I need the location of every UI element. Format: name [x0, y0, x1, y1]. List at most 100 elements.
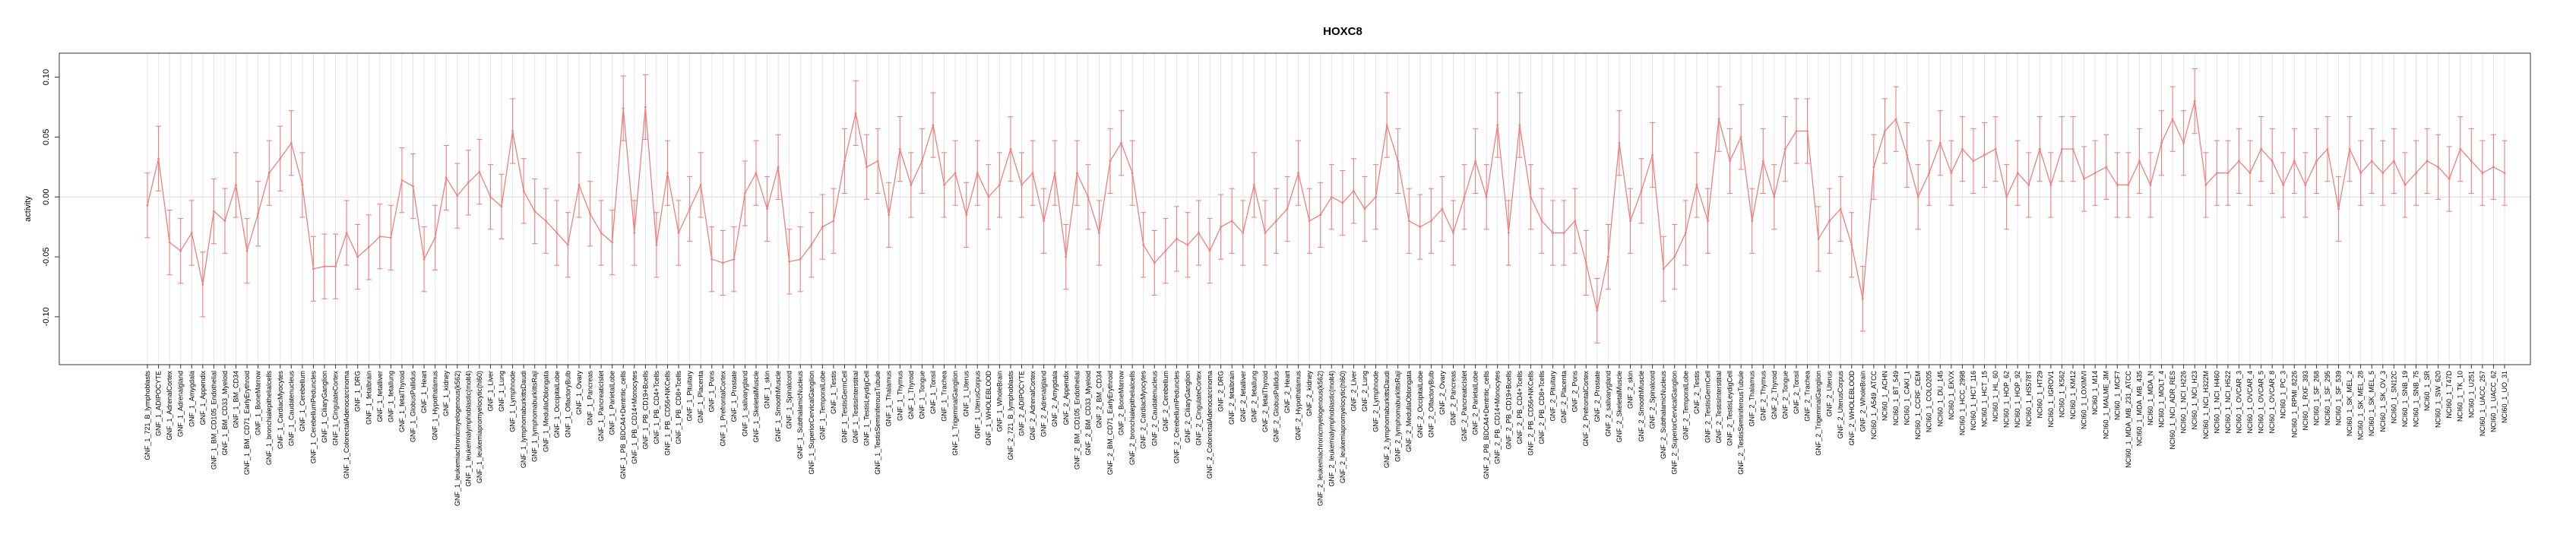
- x-tick-label: NCI60_1_UACC_257: [2479, 371, 2486, 436]
- x-tick-label: NCI60_1_PC_3: [2280, 371, 2287, 419]
- data-point: [1452, 232, 1454, 234]
- x-tick-label: NCI60_1_HOP_62: [2003, 371, 2011, 428]
- x-tick-label: GNF_1_Testis: [830, 371, 837, 415]
- data-point: [412, 185, 414, 188]
- data-point: [1230, 220, 1233, 223]
- data-point: [622, 107, 625, 109]
- data-point: [1530, 195, 1532, 198]
- x-tick-label: GNF_2_Prostate: [1593, 371, 1601, 422]
- data-point: [954, 172, 957, 175]
- data-point: [1872, 166, 1875, 169]
- data-point: [898, 147, 901, 150]
- data-point: [1031, 172, 1034, 175]
- data-point: [2171, 118, 2174, 121]
- x-tick-label: GNF_2_SuperiorCervicalGanglion: [1671, 371, 1679, 475]
- data-point: [1252, 184, 1255, 186]
- data-point: [699, 184, 702, 186]
- x-tick-label: GNF_2_721_B_lymphoblasts: [1007, 371, 1014, 460]
- data-point: [1186, 243, 1189, 246]
- data-point: [1861, 297, 1864, 300]
- data-point: [1773, 195, 1776, 198]
- data-point: [910, 184, 913, 186]
- data-point: [1142, 243, 1145, 246]
- data-point: [987, 195, 990, 198]
- x-tick-label: GNF_1_Thymus: [896, 371, 903, 422]
- x-tick-label: NCI60_1_NCI_H322M: [2202, 371, 2210, 439]
- x-tick-label: GNF_1_salivarygland: [741, 371, 748, 437]
- data-point: [1928, 172, 1931, 175]
- x-tick-label: GNF_1_CiliaryGanglion: [321, 371, 328, 443]
- data-point: [1275, 220, 1277, 223]
- data-point: [2193, 100, 2196, 103]
- data-point: [2238, 160, 2240, 163]
- x-tick-label: GNF_1_BM_CD33_Myeloid: [221, 371, 229, 456]
- x-tick-label: NCI60_1_M14: [2091, 371, 2099, 415]
- x-tick-label: NCI60_1_MDA_N: [2147, 371, 2154, 425]
- data-point: [2282, 184, 2285, 186]
- data-point: [1850, 243, 1853, 246]
- x-tick-label: GNF_2_TemporalLobe: [1682, 371, 1689, 440]
- x-tick-label: GNF_2_PB_BDCA4+Dentritic_cells: [1483, 371, 1490, 479]
- x-tick-label: GNF_2_OlfactoryBulb: [1427, 371, 1435, 438]
- x-tick-label: GNF_1_WHOLEBLOOD: [985, 371, 992, 446]
- x-tick-label: GNF_2_SmoothMuscle: [1638, 371, 1645, 442]
- x-tick-label: GNF_1_PB_CD56+NKCells: [663, 371, 671, 456]
- data-point: [567, 243, 569, 246]
- x-tick-label: GNF_2_PB_CD14+Monocytes: [1494, 371, 1502, 464]
- data-point: [511, 130, 514, 132]
- data-point: [2448, 178, 2451, 180]
- x-tick-label: GNF_2_leukemiapromyelocytic(hl60): [1339, 371, 1347, 483]
- data-point: [2492, 166, 2495, 169]
- data-point: [976, 172, 979, 175]
- data-point: [500, 205, 503, 208]
- x-tick-label: NCI60_1_CAKI_1: [1904, 371, 1911, 425]
- x-tick-label: GNF_2_salivarygland: [1604, 371, 1612, 437]
- data-point: [821, 226, 824, 229]
- x-tick-label: GNF_1_Pancreas: [587, 371, 594, 426]
- chart-title: HOXC8: [1323, 25, 1362, 38]
- x-tick-label: GNF_1_TemporalLobe: [818, 371, 826, 440]
- x-tick-label: GNF_1_fetalThyroid: [398, 371, 406, 432]
- x-tick-label: GNF_1_GlobusPallidus: [410, 371, 417, 443]
- x-tick-label: NCI60_1_SF_539: [2335, 371, 2343, 425]
- x-tick-label: NCI60_1_SNB_19: [2401, 371, 2409, 427]
- data-point: [788, 260, 791, 263]
- data-point: [2016, 172, 2019, 175]
- x-tick-label: GNF_1_MedullaOblongata: [542, 371, 549, 452]
- data-point: [356, 255, 359, 258]
- data-point: [1153, 261, 1156, 264]
- x-tick-label: GNF_2_skin: [1626, 371, 1634, 409]
- data-point: [1075, 172, 1078, 175]
- x-tick-label: NCI60_1_HT29: [2036, 371, 2043, 419]
- x-tick-label: GNF_2_OccipitalLobe: [1416, 371, 1424, 438]
- x-tick-label: GNF_1_Thalamus: [885, 371, 893, 427]
- data-point: [434, 236, 437, 239]
- x-tick-label: GNF_2_PB_CD19+Bcells: [1505, 371, 1512, 450]
- x-tick-label: GNF_2_kidney: [1305, 371, 1313, 417]
- data-point: [1198, 232, 1200, 234]
- data-point: [201, 283, 204, 286]
- data-point: [2404, 184, 2407, 186]
- data-point: [422, 258, 426, 261]
- data-point: [2204, 184, 2207, 186]
- data-point: [1353, 189, 1355, 192]
- series-line: [147, 100, 2505, 311]
- x-tick-label: NCI60_1_NCI_H460: [2213, 371, 2220, 434]
- data-point: [2182, 141, 2185, 144]
- x-tick-label: GNF_2_PrefrontalCortex: [1582, 371, 1590, 447]
- x-tick-label: NCI60_1_SN12C: [2390, 371, 2397, 424]
- x-tick-label: NCI60_1_LOXIMVI: [2081, 371, 2088, 429]
- data-point: [445, 176, 448, 179]
- x-tick-label: GNF_2_Hypothalamus: [1295, 371, 1302, 441]
- x-tick-label: GNF_2_Appendix: [1062, 371, 1070, 425]
- x-tick-label: NCI60_1_MDA_MB_435: [2135, 371, 2143, 446]
- data-point: [2071, 147, 2074, 150]
- data-point: [1429, 220, 1432, 223]
- x-tick-label: NCI60_1_T47D: [2445, 371, 2453, 419]
- y-tick-label: 0.05: [42, 129, 51, 145]
- x-tick-label: GNF_1_DRG: [354, 371, 362, 412]
- data-point: [1507, 232, 1510, 234]
- x-tick-label: GNF_2_Lung: [1361, 371, 1369, 412]
- x-tick-label: GNF_2_PancreaticIslet: [1460, 371, 1468, 442]
- data-point: [589, 212, 591, 215]
